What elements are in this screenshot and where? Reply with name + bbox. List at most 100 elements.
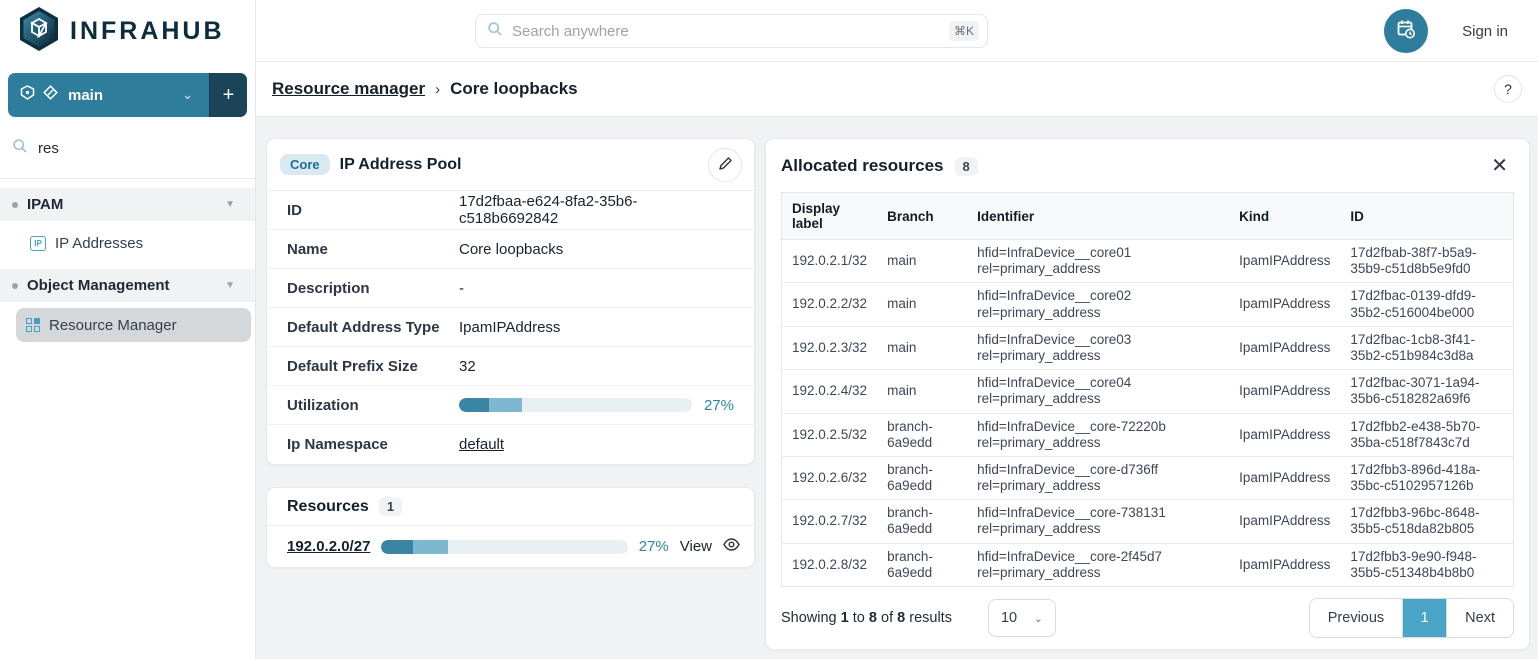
bullet-icon (12, 201, 18, 208)
branch-selector-bar: main ⌄ + (8, 73, 247, 117)
branch-selector[interactable]: main ⌄ (8, 73, 209, 117)
column-header-id: ID (1350, 208, 1364, 224)
global-search[interactable]: ⌘K (475, 14, 988, 48)
field-label: Name (287, 240, 328, 258)
cell-id: 17d2fbac-3071-1a94-35b6-c518282a69f6 (1340, 369, 1514, 413)
resource-prefix-link[interactable]: 192.0.2.0/27 (287, 538, 371, 555)
search-icon (487, 21, 503, 42)
table-footer: Showing 1 to 8 of 8 results 10 ⌄ Previou… (781, 587, 1514, 649)
cell-identifier: hfid=InfraDevice__core03 rel=primary_addr… (967, 325, 1230, 370)
cell-identifier: hfid=InfraDevice__core01 rel=primary_addr… (967, 238, 1230, 283)
resources-card: Resources 1 192.0.2.0/27 27% View (266, 487, 755, 568)
sidebar-section-object-management[interactable]: Object Management ▼ (0, 269, 255, 302)
table-row: 192.0.2.7/32 branch-6a9edd hfid=InfraDev… (781, 499, 1514, 544)
cell-branch: main (877, 282, 968, 327)
global-search-input[interactable] (512, 22, 940, 40)
field-label: Ip Namespace (287, 436, 388, 453)
cell-display-label: 192.0.2.5/32 (781, 412, 878, 457)
sign-in-link[interactable]: Sign in (1462, 22, 1508, 40)
cell-identifier: hfid=InfraDevice__core02 rel=primary_addr… (967, 282, 1230, 327)
next-page-button[interactable]: Next (1446, 599, 1513, 637)
field-row-id: ID 17d2fbaa-e624-8fa2-35b6-c518b6692842 (267, 191, 754, 230)
branch-icon (43, 85, 58, 105)
breadcrumb-current: Core loopbacks (450, 79, 578, 98)
column-header-kind: Kind (1239, 208, 1270, 224)
calendar-clock-icon (1395, 18, 1417, 45)
cell-branch: branch-6a9edd (877, 499, 968, 544)
help-button[interactable]: ? (1494, 75, 1522, 103)
sidebar: INFRAHUB main ⌄ + IPAM ▼ IP IP Addresses… (0, 0, 256, 659)
page-size-select[interactable]: 10 ⌄ (987, 599, 1056, 637)
cell-branch: branch-6a9edd (877, 455, 968, 500)
table-row: 192.0.2.8/32 branch-6a9edd hfid=InfraDev… (781, 542, 1514, 587)
schedule-button[interactable] (1384, 9, 1429, 53)
infrahub-hexagon-logo-icon (18, 6, 60, 57)
create-branch-button[interactable]: + (209, 73, 247, 117)
cell-branch: main (877, 369, 968, 413)
field-row-ip-namespace: Ip Namespace default (267, 425, 754, 464)
utilization-percent: 27% (703, 396, 734, 414)
progress-segment-dark (459, 398, 490, 412)
field-row-default-prefix-size: Default Prefix Size 32 (267, 347, 754, 386)
chevron-right-icon: › (435, 80, 441, 98)
field-label: Utilization (287, 396, 359, 414)
view-link[interactable]: View (679, 538, 712, 555)
resources-card-header: Resources 1 (267, 488, 754, 526)
progress-bar (381, 539, 628, 554)
cell-display-label: 192.0.2.8/32 (781, 542, 878, 587)
previous-page-button[interactable]: Previous (1309, 599, 1403, 637)
top-bar: ⌘K Sign in (256, 0, 1538, 62)
page-1-button[interactable]: 1 (1402, 599, 1447, 637)
current-branch-name: main (68, 86, 104, 104)
cell-display-label: 192.0.2.4/32 (781, 369, 878, 413)
table-row: 192.0.2.4/32 main hfid=InfraDevice__core… (781, 369, 1514, 413)
field-row-utilization: Utilization 27% (267, 386, 754, 425)
ip-address-icon: IP (30, 235, 46, 251)
table-row: 192.0.2.5/32 branch-6a9edd hfid=InfraDev… (781, 412, 1514, 457)
page-size-value: 10 (1000, 610, 1018, 626)
caret-down-icon: ▼ (225, 199, 235, 210)
cell-id: 17d2fbb2-e438-5b70-35ba-c518f7843c7d (1340, 412, 1514, 457)
ip-address-pool-card: Core IP Address Pool ID 17d2fbaa-e624-8f… (266, 138, 755, 465)
field-label: ID (287, 201, 302, 219)
app-logo[interactable]: INFRAHUB (0, 0, 255, 62)
field-value: Core loopbacks (459, 240, 564, 258)
sidebar-item-ip-addresses[interactable]: IP IP Addresses (0, 226, 255, 260)
allocated-resources-table: Display label Branch Identifier Kind ID … (781, 192, 1514, 587)
sidebar-item-resource-manager[interactable]: Resource Manager (16, 308, 251, 342)
cell-identifier: hfid=InfraDevice__core-738131 rel=primary… (967, 499, 1230, 544)
sidebar-item-label: Resource Manager (49, 316, 177, 334)
pencil-icon (718, 156, 733, 174)
bullet-icon (12, 282, 18, 289)
column-header-branch: Branch (887, 208, 934, 224)
column-header-identifier: Identifier (977, 208, 1035, 224)
brand-name: INFRAHUB (70, 16, 225, 45)
allocated-resources-header: Allocated resources 8 ✕ (781, 154, 1514, 178)
field-row-description: Description - (267, 269, 754, 308)
edit-button[interactable] (708, 147, 742, 182)
section-label: Object Management (27, 277, 170, 294)
resource-row: 192.0.2.0/27 27% View (267, 526, 754, 567)
sidebar-section-ipam[interactable]: IPAM ▼ (0, 188, 255, 221)
namespace-link[interactable]: default (459, 436, 505, 453)
table-row: 192.0.2.6/32 branch-6a9edd hfid=InfraDev… (781, 455, 1514, 500)
field-label: Default Address Type (287, 318, 440, 336)
breadcrumb-resource-manager-link[interactable]: Resource manager (272, 79, 426, 98)
cell-id: 17d2fbb3-9e90-f948-35b5-c51348b4b8b0 (1340, 542, 1514, 587)
close-icon[interactable]: ✕ (1491, 155, 1508, 177)
grid-icon (26, 318, 40, 332)
main-content: Core IP Address Pool ID 17d2fbaa-e624-8f… (256, 117, 1538, 659)
cell-identifier: hfid=InfraDevice__core-72220b rel=primary… (967, 412, 1230, 457)
sidebar-search-input[interactable] (38, 140, 218, 157)
caret-down-icon: ▼ (225, 280, 235, 291)
allocated-resources-panel: Allocated resources 8 ✕ Display label Br… (765, 138, 1530, 650)
core-badge: Core (280, 154, 330, 175)
eye-icon[interactable] (723, 537, 740, 556)
cell-identifier: hfid=InfraDevice__core-d736ff rel=primary… (967, 455, 1230, 500)
allocated-count-badge: 8 (954, 156, 978, 176)
cell-identifier: hfid=InfraDevice__core04 rel=primary_addr… (967, 369, 1230, 413)
resource-percent: 27% (638, 538, 669, 555)
pagination: Previous 1 Next (1308, 598, 1514, 638)
cell-display-label: 192.0.2.1/32 (781, 238, 878, 283)
cell-display-label: 192.0.2.7/32 (781, 499, 878, 544)
